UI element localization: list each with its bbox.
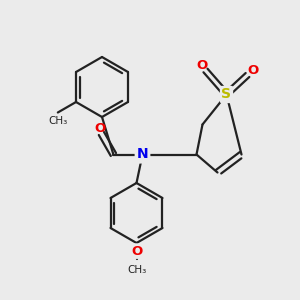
Text: O: O bbox=[196, 58, 208, 72]
Text: O: O bbox=[247, 64, 259, 77]
Text: S: S bbox=[221, 88, 232, 101]
Text: O: O bbox=[94, 122, 106, 135]
Text: CH₃: CH₃ bbox=[48, 116, 68, 126]
Text: O: O bbox=[131, 244, 142, 258]
Text: N: N bbox=[137, 148, 148, 161]
Text: CH₃: CH₃ bbox=[127, 265, 146, 275]
